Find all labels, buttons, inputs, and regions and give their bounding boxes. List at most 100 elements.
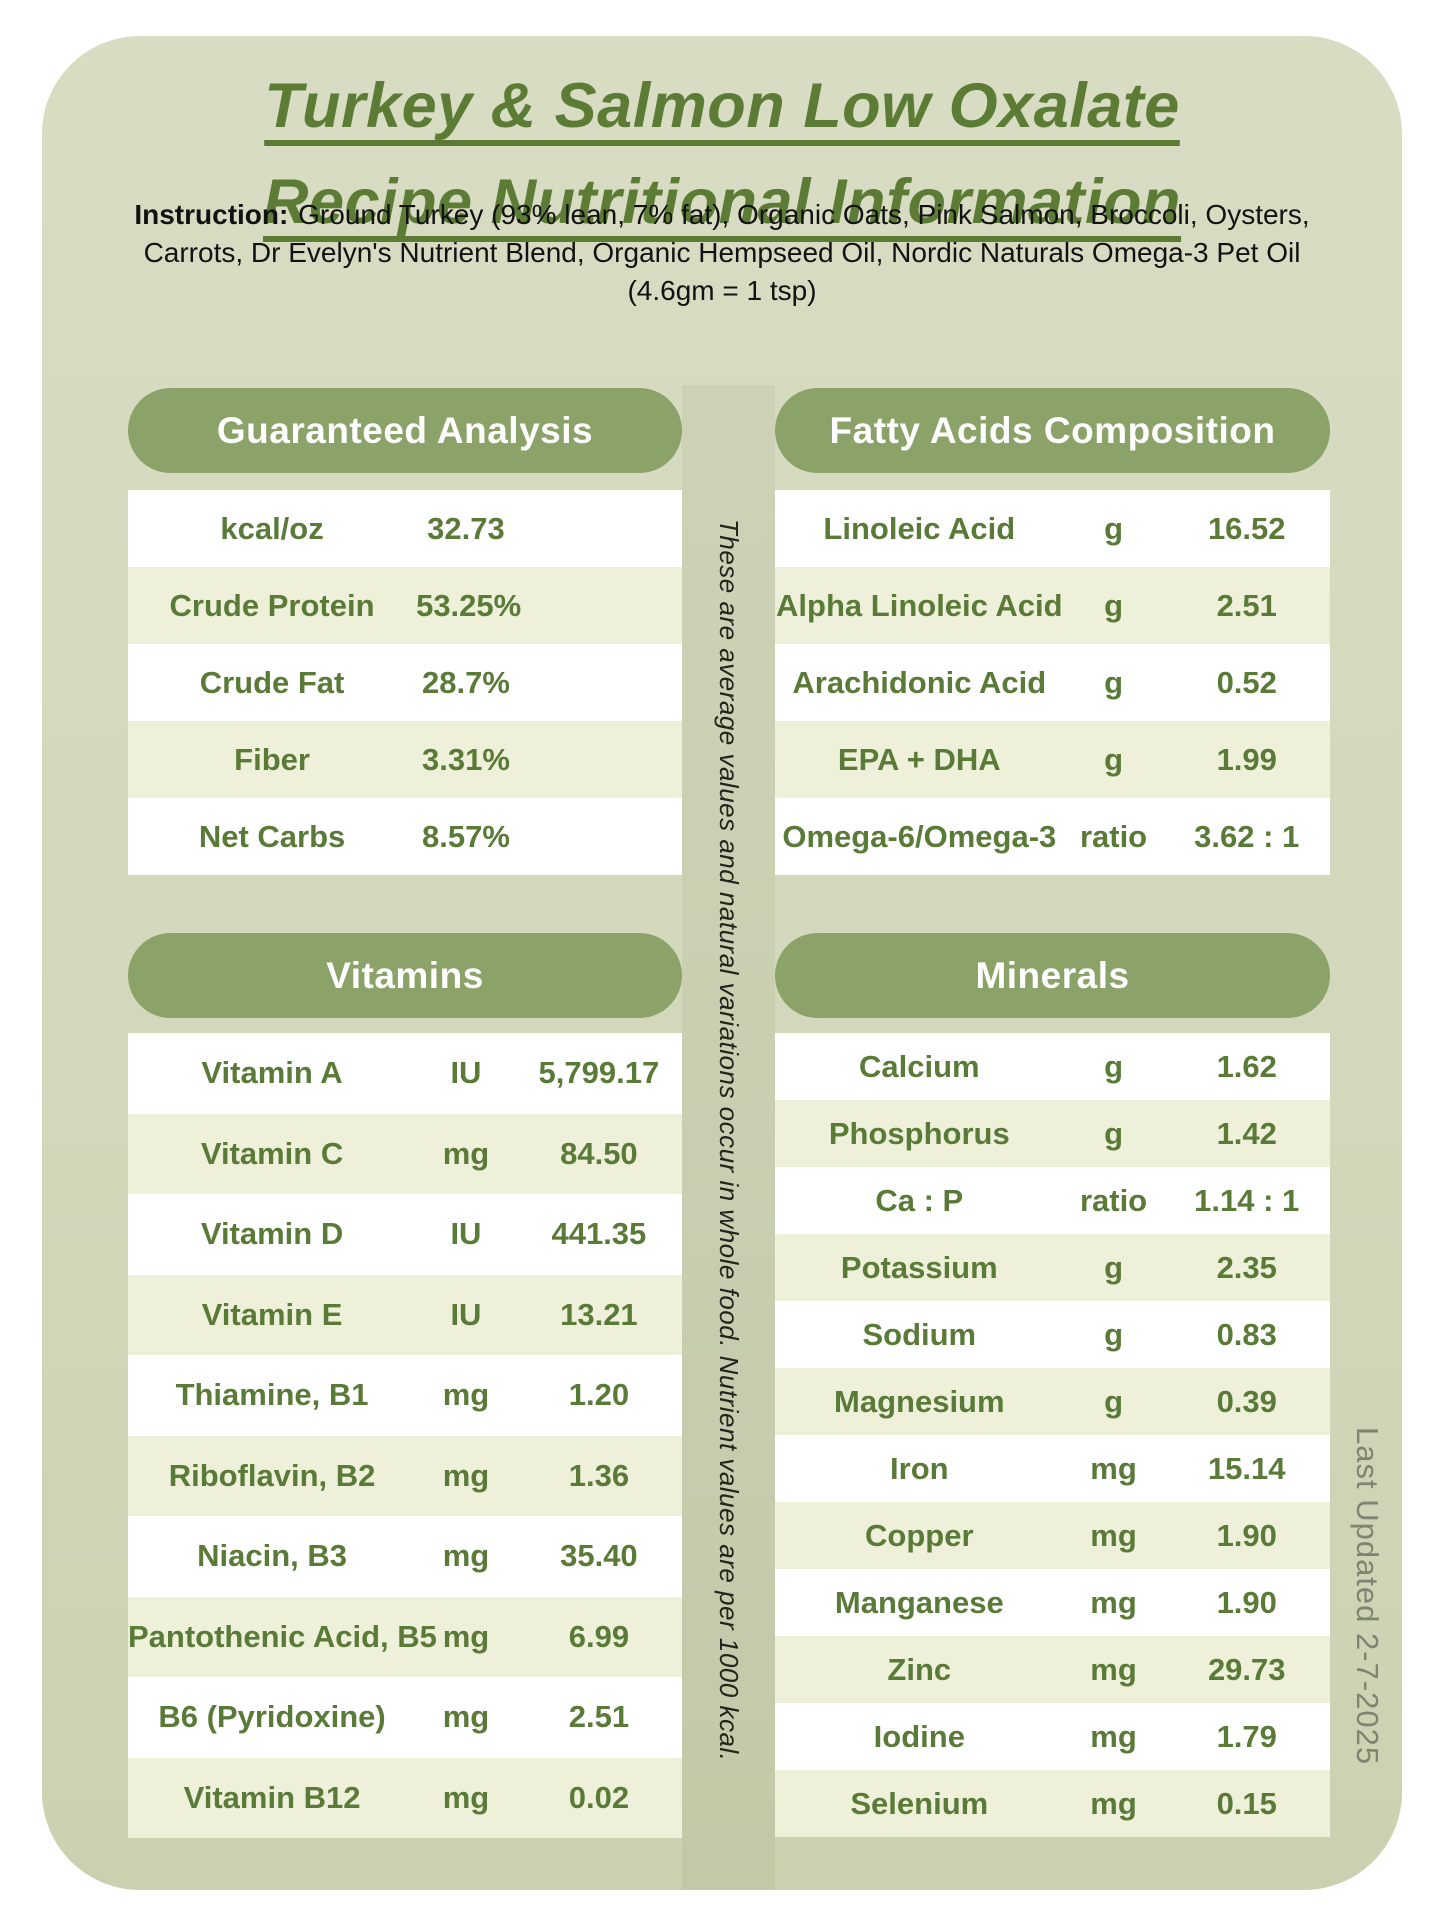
table-row: Zinc mg 29.73 bbox=[775, 1636, 1330, 1703]
section-title: Fatty Acids Composition bbox=[829, 409, 1276, 451]
row-label: Iron bbox=[890, 1450, 949, 1486]
row-unit: mg bbox=[1090, 1718, 1137, 1754]
row-value: 1.90 bbox=[1216, 1584, 1277, 1620]
row-label: Vitamin B12 bbox=[183, 1779, 361, 1815]
table-row: Potassium g 2.35 bbox=[775, 1234, 1330, 1301]
table-row: Ca : P ratio 1.14 : 1 bbox=[775, 1167, 1330, 1234]
table-row: Calcium g 1.62 bbox=[775, 1033, 1330, 1100]
table-row: Manganese mg 1.90 bbox=[775, 1569, 1330, 1636]
row-value: 5,799.17 bbox=[538, 1055, 660, 1091]
row-unit: ratio bbox=[1079, 818, 1148, 854]
table-row: Vitamin C mg 84.50 bbox=[128, 1113, 682, 1194]
row-label: Crude Protein bbox=[169, 587, 375, 623]
row-unit: mg bbox=[1090, 1785, 1137, 1821]
row-value: 13.21 bbox=[560, 1296, 638, 1332]
row-value: 0.15 bbox=[1216, 1785, 1277, 1821]
row-label: Copper bbox=[865, 1517, 974, 1553]
row-value: 1.14 : 1 bbox=[1194, 1182, 1300, 1218]
row-label: Sodium bbox=[862, 1316, 977, 1352]
section-header-vitamins: Vitamins bbox=[128, 933, 682, 1018]
table-row: B6 (Pyridoxine) mg 2.51 bbox=[128, 1677, 682, 1758]
row-unit: mg bbox=[442, 1699, 490, 1735]
row-unit: mg bbox=[442, 1538, 490, 1574]
row-value: 32.73 bbox=[427, 510, 505, 546]
row-label: Zinc bbox=[887, 1651, 952, 1687]
row-unit: g bbox=[1104, 1316, 1123, 1352]
row-value: 441.35 bbox=[551, 1216, 647, 1252]
row-unit: mg bbox=[442, 1135, 490, 1171]
table-row: Selenium mg 0.15 bbox=[775, 1770, 1330, 1837]
row-value: 28.7% bbox=[421, 664, 510, 700]
page-title-line2: Recipe Nutritional Information bbox=[262, 167, 1182, 237]
row-value: 1.90 bbox=[1216, 1517, 1277, 1553]
row-unit: ratio bbox=[1079, 1182, 1148, 1218]
table-row: Net Carbs 8.57% bbox=[128, 798, 682, 875]
row-label: Arachidonic Acid bbox=[792, 664, 1047, 700]
row-unit: g bbox=[1104, 587, 1123, 623]
section-header-minerals: Minerals bbox=[775, 933, 1330, 1018]
table-row: Alpha Linoleic Acid g 2.51 bbox=[775, 567, 1330, 644]
row-unit: mg bbox=[442, 1457, 490, 1493]
row-unit: g bbox=[1104, 1115, 1123, 1151]
row-unit: mg bbox=[1090, 1651, 1137, 1687]
last-updated-note: Last Updated 2-7-2025 bbox=[1350, 1426, 1385, 1766]
table-row: Vitamin B12 mg 0.02 bbox=[128, 1757, 682, 1838]
row-unit: g bbox=[1104, 1249, 1123, 1285]
row-unit: IU bbox=[450, 1216, 482, 1252]
row-unit: g bbox=[1104, 1048, 1123, 1084]
row-value: 0.39 bbox=[1216, 1383, 1277, 1419]
row-label: Magnesium bbox=[834, 1383, 1005, 1419]
instruction-text: Ground Turkey (93% lean, 7% fat), Organi… bbox=[143, 199, 1310, 306]
section-header-guaranteed-analysis: Guaranteed Analysis bbox=[128, 388, 682, 473]
row-label: Selenium bbox=[850, 1785, 989, 1821]
row-label: Riboflavin, B2 bbox=[168, 1457, 376, 1493]
table-row: Iron mg 15.14 bbox=[775, 1435, 1330, 1502]
page-title: Turkey & Salmon Low Oxalate Recipe Nutri… bbox=[42, 58, 1402, 250]
row-unit: g bbox=[1104, 741, 1123, 777]
row-value: 3.62 : 1 bbox=[1194, 818, 1300, 854]
row-unit: mg bbox=[1090, 1450, 1137, 1486]
row-value: 1.79 bbox=[1216, 1718, 1277, 1754]
row-value: 3.31% bbox=[421, 741, 510, 777]
row-label: kcal/oz bbox=[220, 510, 324, 546]
table-row: Riboflavin, B2 mg 1.36 bbox=[128, 1435, 682, 1516]
row-unit: g bbox=[1104, 510, 1123, 546]
row-unit: mg bbox=[442, 1779, 490, 1815]
row-unit: IU bbox=[450, 1055, 482, 1091]
row-unit: mg bbox=[1090, 1517, 1137, 1553]
row-value: 35.40 bbox=[560, 1538, 638, 1574]
row-value: 2.35 bbox=[1216, 1249, 1277, 1285]
row-value: 0.83 bbox=[1216, 1316, 1277, 1352]
row-value: 8.57% bbox=[421, 818, 510, 854]
row-value: 16.52 bbox=[1207, 510, 1286, 546]
table-row: Iodine mg 1.79 bbox=[775, 1703, 1330, 1770]
section-title: Vitamins bbox=[326, 954, 484, 996]
row-label: Net Carbs bbox=[198, 818, 346, 854]
row-label: Pantothenic Acid, B5 bbox=[128, 1618, 437, 1654]
section-title: Guaranteed Analysis bbox=[216, 409, 594, 451]
table-row: Linoleic Acid g 16.52 bbox=[775, 490, 1330, 567]
row-unit: IU bbox=[450, 1296, 482, 1332]
table-row: Thiamine, B1 mg 1.20 bbox=[128, 1355, 682, 1436]
table-row: Sodium g 0.83 bbox=[775, 1301, 1330, 1368]
row-unit: g bbox=[1104, 1383, 1123, 1419]
row-value: 2.51 bbox=[1216, 587, 1277, 623]
row-label: Linoleic Acid bbox=[823, 510, 1016, 546]
row-label: Manganese bbox=[834, 1584, 1004, 1620]
row-label: Iodine bbox=[873, 1718, 965, 1754]
table-row: Crude Protein 53.25% bbox=[128, 567, 682, 644]
table-row: Pantothenic Acid, B5 mg 6.99 bbox=[128, 1596, 682, 1677]
table-row: EPA + DHA g 1.99 bbox=[775, 721, 1330, 798]
page-title-line1: Turkey & Salmon Low Oxalate bbox=[264, 71, 1180, 141]
row-unit: mg bbox=[442, 1618, 490, 1654]
row-label: Crude Fat bbox=[199, 664, 345, 700]
row-label: Vitamin A bbox=[201, 1055, 343, 1091]
row-label: Vitamin C bbox=[200, 1135, 344, 1171]
row-value: 29.73 bbox=[1207, 1651, 1286, 1687]
row-label: Alpha Linoleic Acid bbox=[776, 587, 1063, 623]
table-row: Omega-6/Omega-3 ratio 3.62 : 1 bbox=[775, 798, 1330, 875]
row-value: 1.42 bbox=[1216, 1115, 1277, 1151]
average-values-note: These are average values and natural var… bbox=[714, 519, 744, 1762]
table-row: Crude Fat 28.7% bbox=[128, 644, 682, 721]
